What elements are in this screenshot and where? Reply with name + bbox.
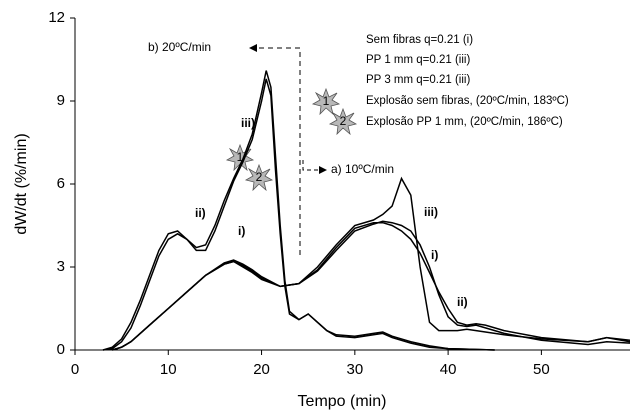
- legend-entry: Sem fibras q=0.21 (i): [366, 34, 473, 46]
- curve-label: ii): [457, 295, 468, 309]
- curve-label: iii): [241, 116, 255, 130]
- marker-label: 2: [340, 114, 347, 128]
- y-tick-label: 0: [57, 341, 65, 358]
- curve-label: iii): [424, 205, 438, 219]
- data-line: [102, 78, 495, 351]
- arrow-10: [302, 160, 327, 174]
- marker-label: 1: [323, 94, 330, 108]
- legend-entry: Explosão PP 1 mm, (20ºC/min, 186ºC): [366, 116, 563, 128]
- legend-entry: PP 1 mm q=0.21 (iii): [366, 54, 470, 66]
- marker-label: 2: [256, 170, 263, 184]
- explosion-marker: 2: [245, 164, 273, 191]
- legend-marker: 2: [329, 108, 357, 135]
- rate-label: b) 20ºC/min: [148, 40, 211, 54]
- curve-label: i): [431, 248, 438, 262]
- x-axis-label: Tempo (min): [298, 393, 387, 410]
- explosion-marker: 1: [226, 144, 254, 171]
- data-line: [112, 176, 630, 351]
- x-tick-label: 50: [533, 361, 550, 378]
- y-tick-label: 9: [57, 92, 65, 109]
- legend-marker: 1: [312, 88, 340, 115]
- y-tick-label: 12: [48, 9, 65, 26]
- legend-entry: PP 3 mm q=0.21 (iii): [366, 74, 470, 86]
- rate-label: a) 10ºC/min: [331, 162, 394, 176]
- x-tick-label: 0: [71, 361, 79, 378]
- x-tick-label: 10: [160, 361, 177, 378]
- y-tick-label: 6: [57, 175, 65, 192]
- x-tick-label: 20: [253, 361, 270, 378]
- marker-label: 1: [237, 150, 244, 164]
- arrow-20: [249, 44, 301, 255]
- curve-label: ii): [195, 206, 206, 220]
- x-tick-label: 30: [346, 361, 363, 378]
- curve-label: i): [238, 224, 245, 238]
- data-line: [102, 70, 495, 351]
- y-axis-label: dW/dt (%/min): [13, 133, 30, 234]
- x-tick-label: 40: [440, 361, 457, 378]
- y-tick-label: 3: [57, 258, 65, 275]
- legend-entry: Explosão sem fibras, (20ºC/min, 183ºC): [366, 95, 569, 107]
- data-line: [112, 220, 630, 351]
